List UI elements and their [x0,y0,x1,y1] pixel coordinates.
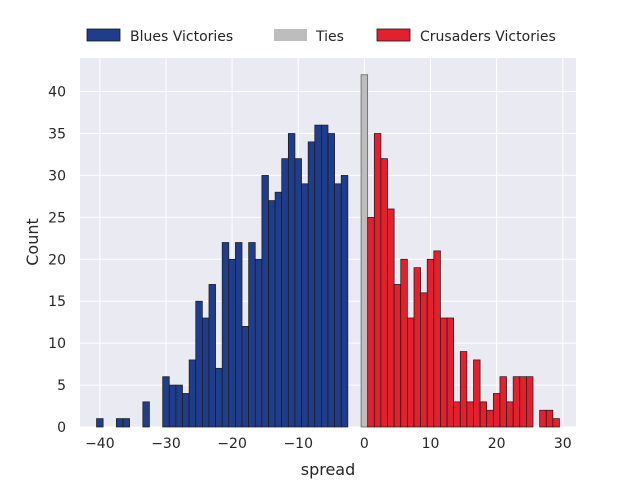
y-tick-label: 25 [48,210,66,226]
crusaders-bar [373,133,382,428]
y-tick-label: 0 [57,420,66,436]
crusaders-bar [539,409,547,428]
blues-bar [188,359,197,428]
crusaders-bar [499,376,507,428]
crusaders-bar [552,418,560,428]
bars [96,74,560,428]
crusaders-bar [380,158,388,428]
blues-bar [195,300,203,428]
x-tick-label: 30 [554,436,572,452]
blues-bar [254,258,263,428]
blues-bar [307,141,316,428]
blues-bar [168,384,177,428]
blues-bar [215,367,223,428]
crusaders-bar [519,376,527,428]
blues-bar [274,191,283,428]
crusaders-bar [545,409,554,428]
x-tick-label: −10 [283,436,313,452]
crusaders-bar [393,284,402,428]
x-tick-label: 0 [360,436,369,452]
y-tick-label: 40 [48,85,66,101]
legend-label-crusaders: Crusaders Victories [420,29,556,45]
y-tick-label: 20 [48,252,66,268]
blues-bar [122,418,130,428]
crusaders-bar [367,216,375,428]
x-tick-label: −20 [217,436,247,452]
x-tick-labels: −40 −30 −20 −10 0 10 20 30 [85,436,572,452]
blues-bar [248,242,256,428]
x-tick-label: −40 [85,436,115,452]
legend: Blues Victories Ties Crusaders Victories [86,28,556,45]
y-tick-label: 30 [48,168,66,184]
y-axis-label: Count [23,218,42,266]
crusaders-bar [420,292,428,428]
crusaders-bar [400,258,408,428]
x-tick-label: 20 [488,436,506,452]
blues-bar [294,158,302,428]
blues-bar [162,376,170,428]
y-tick-label: 35 [48,126,66,142]
blues-bar [235,242,243,428]
crusaders-bar [433,250,441,428]
crusaders-bar [526,376,534,428]
blues-bar [287,133,296,428]
blues-bar [327,133,335,428]
blues-bar [142,401,150,428]
legend-swatch-blues [86,28,121,42]
crusaders-bar [506,401,514,428]
crusaders-bar [512,376,521,428]
blues-bar [281,158,289,428]
crusaders-bar [426,258,435,428]
legend-label-blues: Blues Victories [130,29,233,45]
blues-bar [96,418,104,428]
y-tick-label: 10 [48,336,66,352]
y-tick-label: 15 [48,294,66,310]
blues-bar [221,242,230,428]
blues-bar [201,317,210,428]
crusaders-bar [459,351,468,428]
crusaders-bar [446,317,455,428]
crusaders-bar [466,401,474,428]
legend-swatch-crusaders [376,28,411,42]
crusaders-bar [492,393,501,428]
y-tick-labels: 0 5 10 15 20 25 30 35 40 [48,85,66,436]
crusaders-bar [413,267,421,428]
x-axis-label: spread [301,460,356,479]
y-tick-label: 5 [57,378,66,394]
crusaders-bar [440,317,448,428]
legend-label-ties: Ties [315,29,344,45]
ties-bar [360,74,369,428]
blues-bar [208,284,216,428]
blues-bar [116,418,124,428]
crusaders-bar [407,317,415,428]
blues-bar [268,200,276,428]
blues-bar [301,183,309,428]
blues-bar [241,326,249,428]
crusaders-bar [387,208,395,428]
blues-bar [175,384,183,428]
crusaders-bar [479,401,488,428]
x-tick-label: 10 [422,436,440,452]
crusaders-bar [486,409,494,428]
blues-bar [228,258,236,428]
crusaders-bar [453,401,461,428]
blues-bar [182,393,190,428]
blues-bar [340,175,349,428]
blues-bar [334,183,342,428]
legend-swatch-ties [274,29,307,41]
crusaders-bar [473,359,481,428]
x-tick-label: −30 [151,436,181,452]
blues-bar [314,124,322,428]
blues-bar [321,124,329,428]
blues-bar [261,175,269,428]
